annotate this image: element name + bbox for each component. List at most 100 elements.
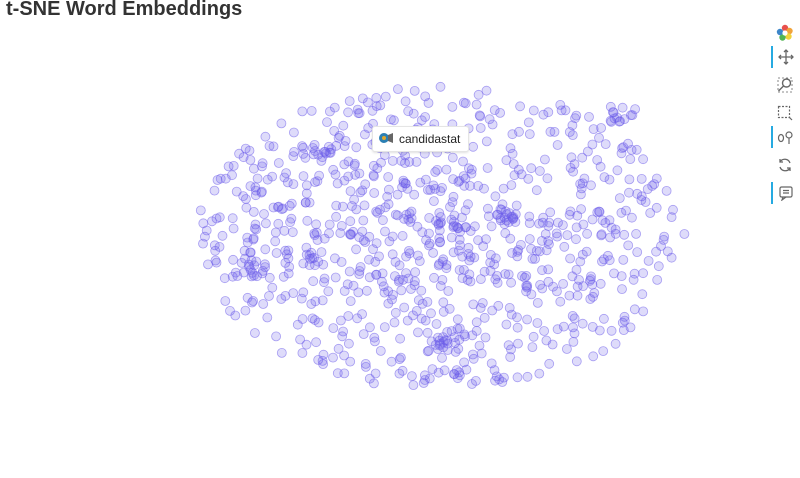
scatter-point[interactable] <box>351 142 362 153</box>
scatter-point[interactable] <box>651 202 662 213</box>
scatter-point[interactable] <box>452 373 463 384</box>
scatter-point[interactable] <box>297 106 308 117</box>
scatter-point[interactable] <box>478 241 489 252</box>
scatter-point[interactable] <box>507 148 518 159</box>
scatter-point[interactable] <box>371 93 382 103</box>
scatter-point[interactable] <box>537 217 548 228</box>
scatter-point[interactable] <box>449 332 460 343</box>
scatter-point[interactable] <box>360 358 371 369</box>
scatter-point[interactable] <box>249 328 260 338</box>
scatter-point[interactable] <box>599 172 610 183</box>
scatter-point[interactable] <box>531 245 542 256</box>
scatter-point[interactable] <box>345 356 356 367</box>
scatter-point[interactable] <box>319 277 329 288</box>
scatter-point[interactable] <box>577 152 588 163</box>
scatter-point[interactable] <box>477 298 488 308</box>
bokeh-logo-icon[interactable] <box>771 22 799 44</box>
scatter-point[interactable] <box>545 126 556 137</box>
scatter-point[interactable] <box>463 163 474 174</box>
scatter-point[interactable] <box>653 261 664 272</box>
scatter-point[interactable] <box>604 215 615 226</box>
scatter-point[interactable] <box>276 118 287 129</box>
scatter-point[interactable] <box>443 286 454 296</box>
scatter-point[interactable] <box>458 264 469 275</box>
scatter-point[interactable] <box>616 271 627 282</box>
scatter-point[interactable] <box>621 205 631 216</box>
scatter-point[interactable] <box>316 247 327 258</box>
scatter-point[interactable] <box>313 256 324 267</box>
scatter-point[interactable] <box>270 236 281 247</box>
scatter-point[interactable] <box>544 358 555 369</box>
scatter-point[interactable] <box>257 158 268 169</box>
scatter-point[interactable] <box>609 113 620 124</box>
scatter-point[interactable] <box>629 304 640 315</box>
scatter-point[interactable] <box>512 312 522 323</box>
scatter-point[interactable] <box>288 179 299 190</box>
scatter-point[interactable] <box>594 325 605 336</box>
scatter-point[interactable] <box>323 286 334 297</box>
scatter-point[interactable] <box>392 84 403 94</box>
scatter-point[interactable] <box>519 272 530 283</box>
scatter-point[interactable] <box>311 337 322 348</box>
scatter-point[interactable] <box>619 114 630 124</box>
scatter-point[interactable] <box>558 220 568 231</box>
scatter-point[interactable] <box>409 86 420 96</box>
scatter-point[interactable] <box>479 312 490 323</box>
scatter-point[interactable] <box>494 374 505 385</box>
scatter-point[interactable] <box>522 280 533 291</box>
scatter-point[interactable] <box>387 249 398 260</box>
scatter-point[interactable] <box>375 345 386 356</box>
scatter-point[interactable] <box>345 186 356 197</box>
scatter-point[interactable] <box>332 368 343 379</box>
scatter-point[interactable] <box>587 214 598 225</box>
scatter-point[interactable] <box>264 141 275 151</box>
scatter-point[interactable] <box>450 346 461 357</box>
scatter-point[interactable] <box>288 288 299 299</box>
scatter-point[interactable] <box>260 131 271 142</box>
scatter-point[interactable] <box>527 342 538 353</box>
scatter-point[interactable] <box>377 215 388 226</box>
scatter-point[interactable] <box>661 185 672 196</box>
scatter-point[interactable] <box>512 372 523 383</box>
scatter-point[interactable] <box>238 191 249 202</box>
scatter-point[interactable] <box>636 191 647 202</box>
scatter-point[interactable] <box>348 280 359 291</box>
scatter-point[interactable] <box>475 123 486 133</box>
scatter-point[interactable] <box>380 226 390 237</box>
scatter-point[interactable] <box>387 231 398 242</box>
scatter-point[interactable] <box>617 284 627 295</box>
scatter-point[interactable] <box>273 158 284 168</box>
scatter-point[interactable] <box>304 197 315 208</box>
scatter-point[interactable] <box>248 296 259 306</box>
scatter-point[interactable] <box>438 306 449 317</box>
scatter-point[interactable] <box>435 281 446 291</box>
scatter-point[interactable] <box>347 201 357 211</box>
scatter-point[interactable] <box>571 356 582 367</box>
scatter-point[interactable] <box>566 152 577 163</box>
scatter-point[interactable] <box>479 183 489 194</box>
scatter-point[interactable] <box>401 251 412 262</box>
scatter-point[interactable] <box>505 352 516 362</box>
scatter-point[interactable] <box>543 264 554 275</box>
scatter-point[interactable] <box>629 268 640 279</box>
scatter-point[interactable] <box>482 163 493 173</box>
scatter-point[interactable] <box>415 177 426 188</box>
scatter-point[interactable] <box>495 108 506 118</box>
scatter-point[interactable] <box>504 208 515 219</box>
scatter-point[interactable] <box>666 252 677 263</box>
scatter-point[interactable] <box>369 332 380 343</box>
scatter-point[interactable] <box>308 276 319 287</box>
scatter-point[interactable] <box>530 253 540 264</box>
scatter-point[interactable] <box>392 210 403 221</box>
scatter-point[interactable] <box>267 171 278 182</box>
scatter-point[interactable] <box>318 349 329 360</box>
scatter-point[interactable] <box>636 173 647 184</box>
scatter-point[interactable] <box>330 272 341 283</box>
scatter-point[interactable] <box>360 361 371 372</box>
scatter-point[interactable] <box>469 252 480 263</box>
scatter-point[interactable] <box>505 143 516 154</box>
scatter-point[interactable] <box>342 279 353 290</box>
scatter-point[interactable] <box>301 180 312 191</box>
hover-tool-icon[interactable] <box>771 126 799 148</box>
